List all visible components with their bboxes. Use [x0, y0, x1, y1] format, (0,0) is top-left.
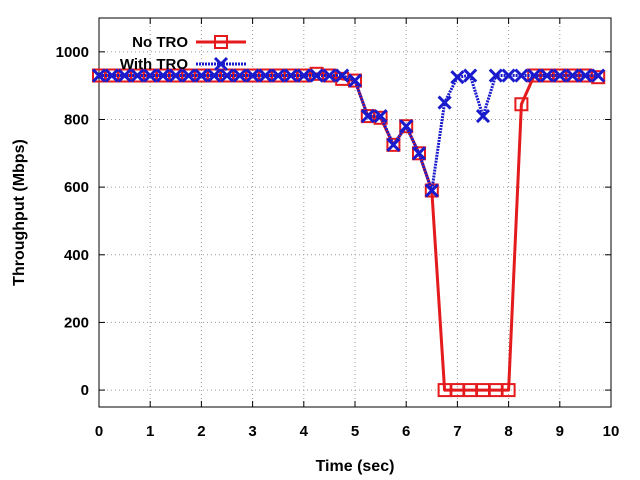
data-point: [322, 68, 337, 83]
x-tick-label: 8: [504, 423, 512, 440]
data-point: [412, 146, 426, 161]
x-tick-label: 4: [300, 423, 309, 440]
data-point: [181, 68, 196, 83]
data-point: [155, 68, 171, 83]
x-axis-title: Time (sec): [316, 458, 395, 475]
data-point: [104, 68, 119, 83]
data-point: [373, 110, 388, 125]
data-point: [411, 146, 427, 161]
data-point: [386, 137, 401, 152]
data-point: [335, 68, 350, 83]
x-tick-label: 5: [351, 423, 359, 440]
x-tick-label: 3: [248, 423, 256, 440]
data-point: [514, 68, 529, 83]
x-tick-label: 0: [95, 423, 103, 440]
data-point: [360, 109, 375, 124]
data-point: [514, 97, 529, 112]
data-point: [539, 68, 555, 83]
legend-label: With TRO: [120, 56, 189, 73]
data-point: [117, 68, 132, 83]
data-point: [463, 68, 478, 83]
data-point: [309, 68, 324, 83]
legend: No TRO With TRO: [120, 34, 246, 73]
data-point: [207, 68, 222, 83]
data-point: [232, 68, 247, 83]
data-point: [501, 383, 516, 398]
data-point: [399, 119, 414, 134]
data-point: [475, 109, 491, 124]
x-tick-label: 2: [197, 423, 205, 440]
data-point: [591, 68, 606, 83]
data-point: [386, 137, 401, 152]
legend-marker: [214, 35, 228, 49]
data-point: [91, 68, 107, 83]
x-tick-label: 10: [603, 423, 620, 440]
series-with-tro: [91, 68, 606, 198]
y-tick-label: 800: [64, 111, 89, 128]
y-tick-label: 0: [81, 382, 89, 399]
data-point: [450, 70, 465, 85]
y-tick-label: 600: [64, 179, 89, 196]
data-point: [130, 68, 145, 83]
legend-marker: [213, 56, 229, 72]
data-point: [527, 68, 542, 83]
data-point: [258, 68, 273, 83]
data-point: [143, 68, 158, 83]
data-point: [296, 68, 311, 83]
y-tick-label: 200: [64, 314, 89, 331]
data-point: [219, 68, 235, 83]
y-axis-title: Throughput (Mbps): [11, 139, 28, 286]
data-point: [424, 183, 439, 198]
y-tick-label: 400: [64, 247, 89, 264]
data-point: [552, 68, 567, 83]
x-tick-label: 6: [402, 423, 410, 440]
axis-ticks: 0 1 2 3 4 5 6 7 8 9 10 0 200 400 600 800 1000: [56, 18, 620, 440]
series-line: [99, 72, 599, 392]
data-point: [245, 68, 260, 83]
series-no-tro: [92, 66, 606, 398]
data-point: [271, 68, 286, 83]
grid: [99, 18, 611, 407]
data-point: [347, 73, 363, 88]
data-point: [591, 70, 606, 85]
data-point: [283, 68, 299, 83]
data-point: [565, 68, 580, 83]
series-layer: [91, 66, 606, 398]
data-point: [373, 109, 388, 124]
y-tick-label: 1000: [56, 44, 89, 61]
x-tick-label: 9: [556, 423, 564, 440]
data-point: [437, 95, 452, 110]
series-line: [99, 74, 599, 193]
x-tick-label: 7: [453, 423, 461, 440]
legend-label: No TRO: [132, 34, 188, 51]
data-point: [399, 119, 414, 134]
data-point: [501, 68, 516, 83]
data-point: [168, 68, 183, 83]
data-point: [194, 68, 209, 83]
data-point: [488, 68, 503, 83]
data-point: [578, 68, 593, 83]
x-tick-label: 1: [146, 423, 154, 440]
